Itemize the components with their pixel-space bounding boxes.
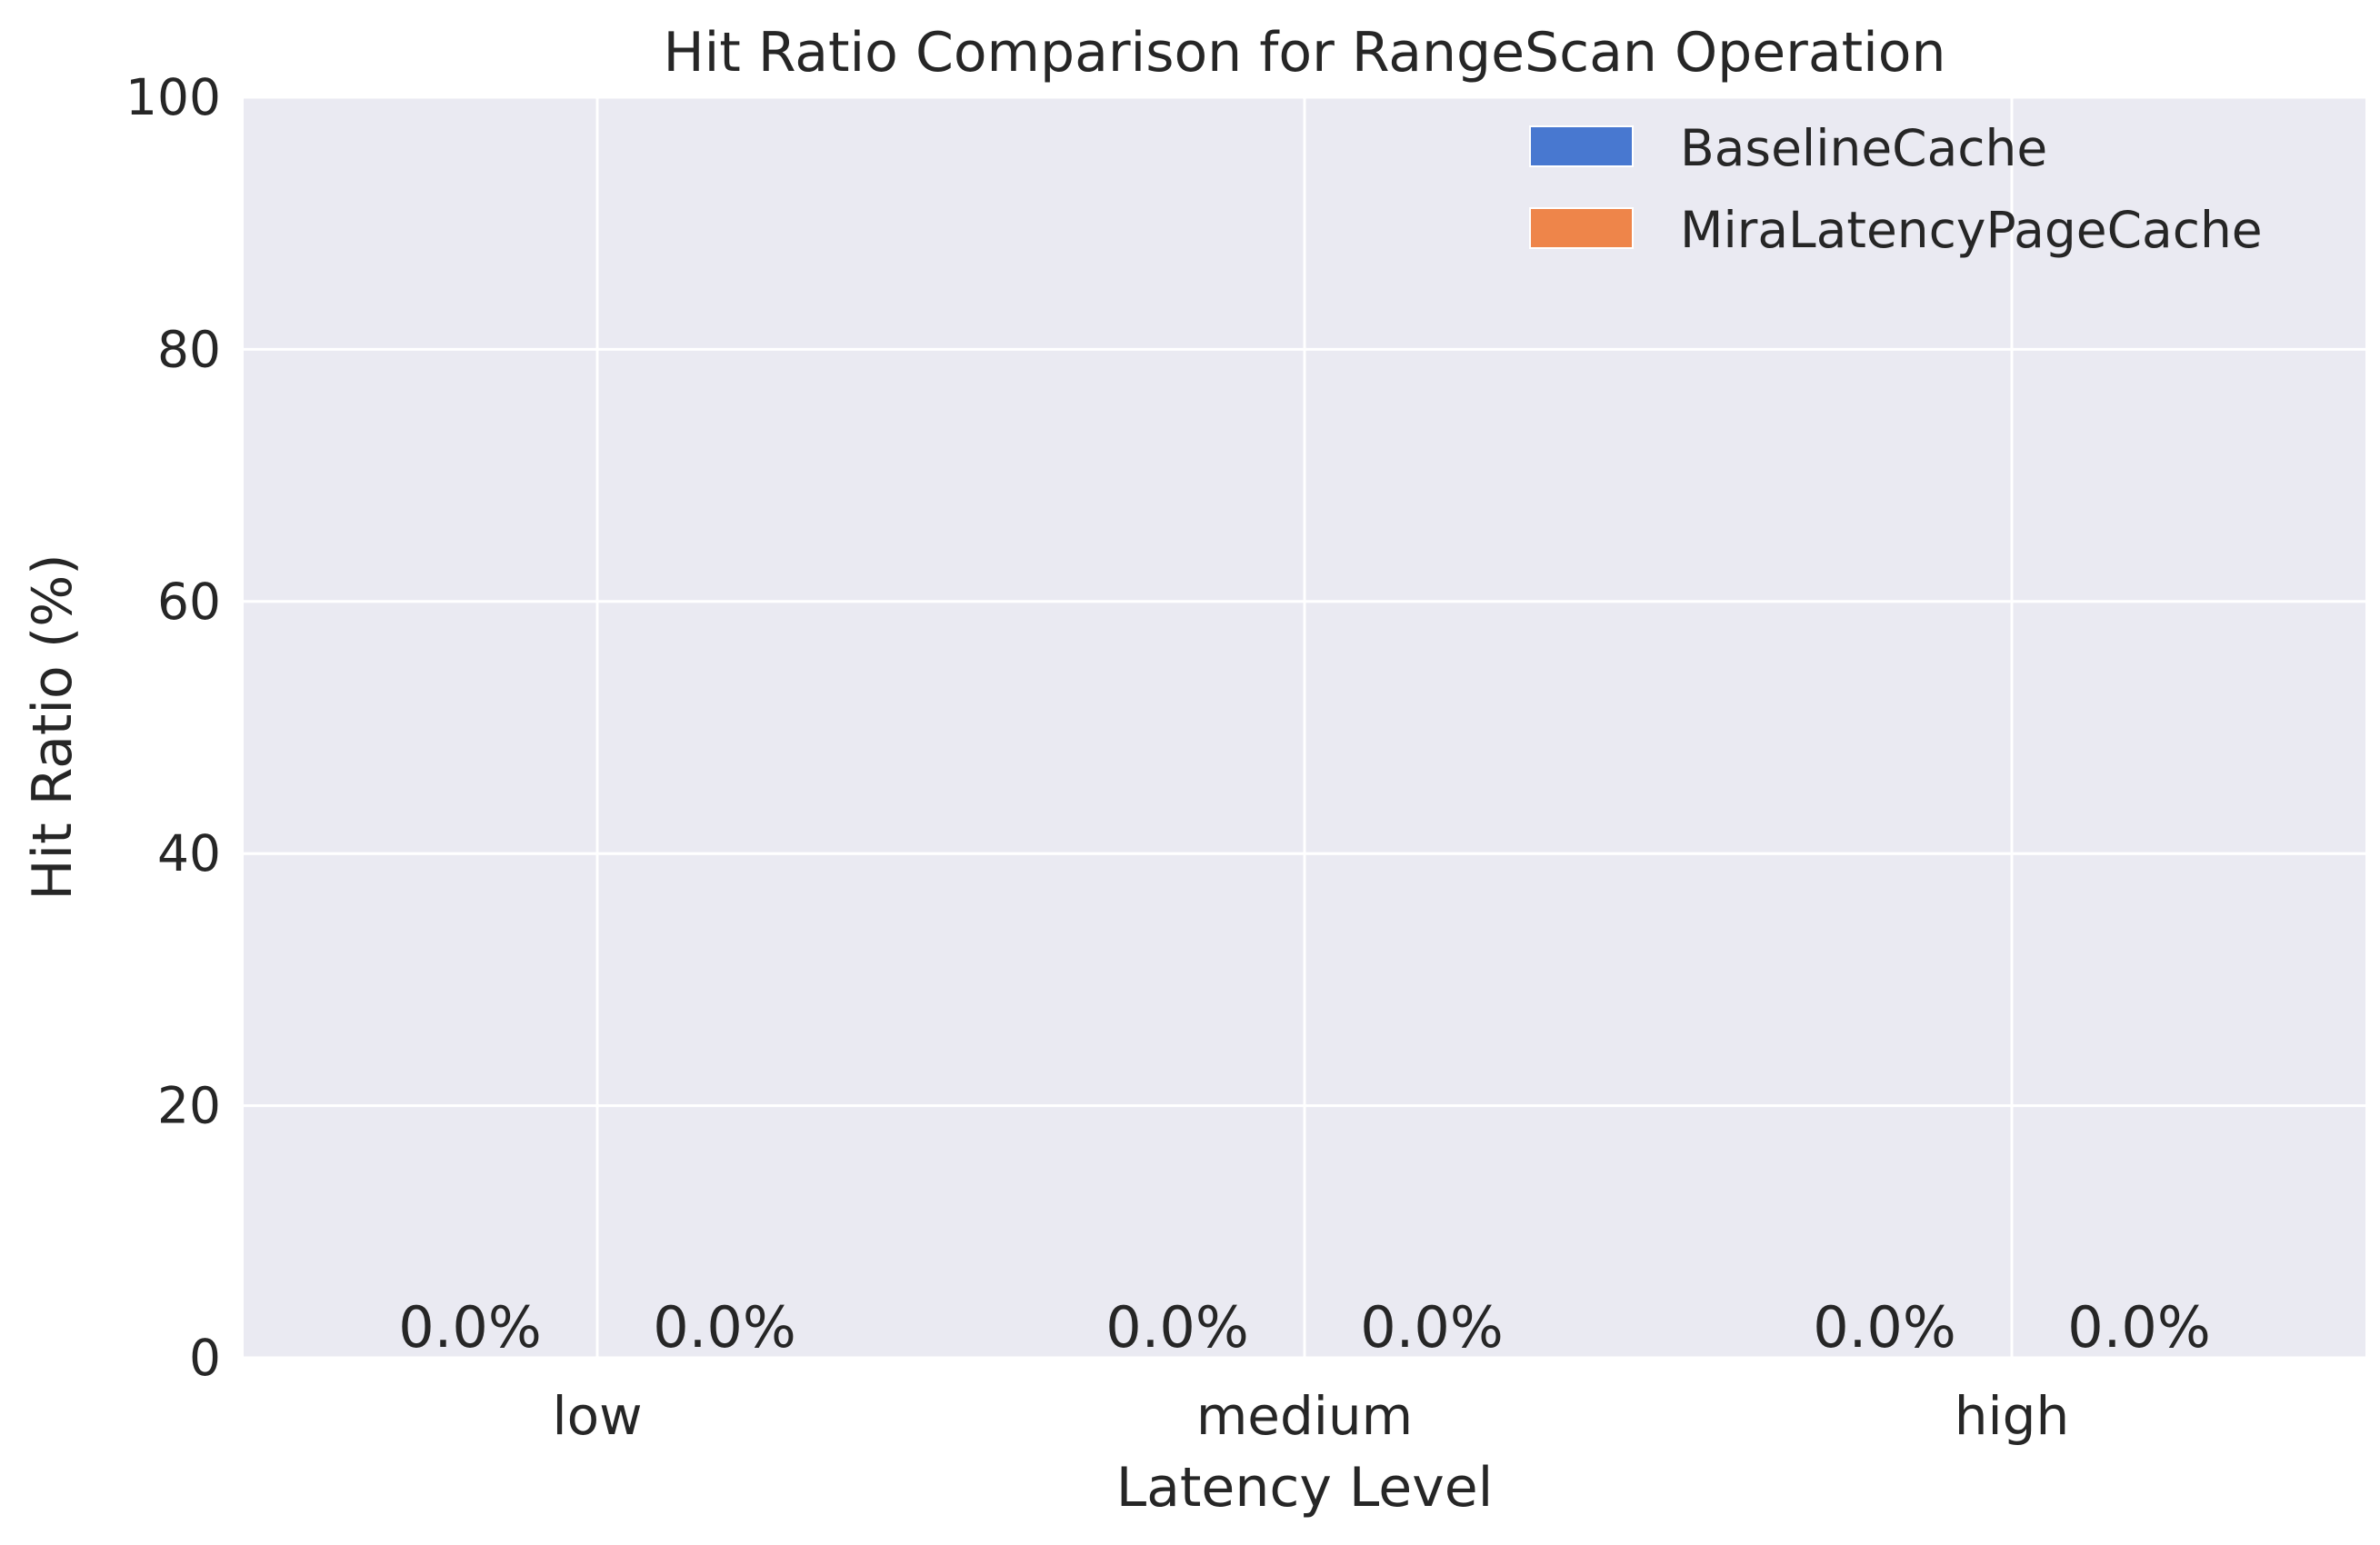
bar-value-label: 0.0%: [653, 1294, 796, 1361]
y-axis-ticks: 0 20 40 60 80 100: [125, 68, 221, 1387]
y-tick-label: 20: [157, 1077, 221, 1135]
x-axis-label: Latency Level: [1116, 1456, 1494, 1520]
y-tick-label: 80: [157, 320, 221, 378]
bar-value-label: 0.0%: [1105, 1294, 1249, 1361]
y-tick-label: 40: [157, 824, 221, 882]
legend: BaselineCache MiraLatencyPageCache: [1529, 119, 2263, 259]
y-tick-label: 100: [125, 68, 221, 126]
x-axis-ticks: low medium high: [552, 1385, 2069, 1447]
legend-swatch-0: [1529, 125, 1634, 167]
bar-value-label: 0.0%: [2067, 1294, 2211, 1361]
x-tick-label: low: [552, 1385, 642, 1447]
y-axis-label: Hit Ratio (%): [21, 553, 85, 900]
bar-value-label: 0.0%: [398, 1294, 542, 1361]
bar-value-label: 0.0%: [1360, 1294, 1504, 1361]
y-tick-label: 60: [157, 573, 221, 631]
x-tick-label: high: [1955, 1385, 2069, 1447]
y-tick-label: 0: [189, 1329, 221, 1387]
grid-lines: [244, 95, 2365, 1360]
bar-value-label: 0.0%: [1813, 1294, 1956, 1361]
legend-label-0: BaselineCache: [1680, 119, 2047, 177]
legend-swatch-1: [1529, 207, 1634, 249]
bar-labels: 0.0% 0.0% 0.0% 0.0% 0.0% 0.0%: [398, 1294, 2211, 1361]
legend-label-1: MiraLatencyPageCache: [1680, 201, 2263, 259]
chart-title: Hit Ratio Comparison for RangeScan Opera…: [663, 21, 1945, 85]
x-tick-label: medium: [1196, 1385, 1413, 1447]
